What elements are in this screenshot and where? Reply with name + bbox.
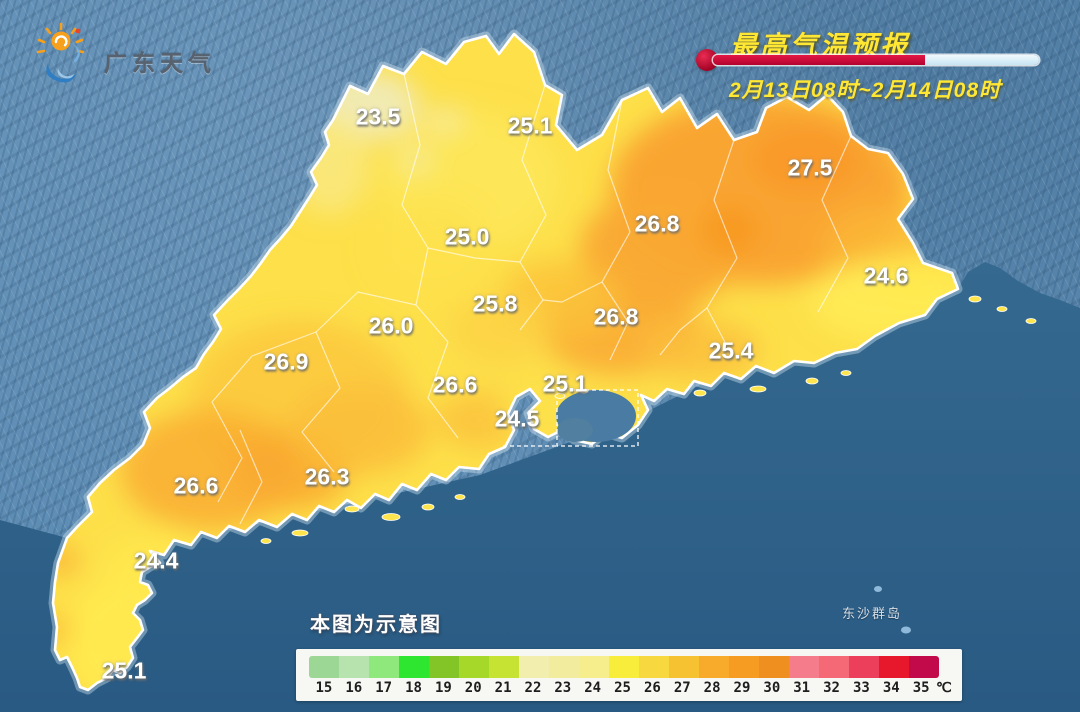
legend-tick-label: 35 xyxy=(912,680,930,696)
legend-color-cell xyxy=(519,656,549,678)
thermometer-bulb-icon xyxy=(696,49,718,71)
legend-tick-label: 18 xyxy=(405,680,422,696)
thermometer-empty xyxy=(925,55,1039,65)
legend-tick-label: 26 xyxy=(643,680,661,696)
legend-tick-label: 34 xyxy=(882,680,900,696)
hongkong-inset xyxy=(502,389,639,447)
map-disclaimer: 本图为示意图 xyxy=(310,614,442,636)
legend-tick-label: 16 xyxy=(345,680,363,696)
legend-tick-label: 30 xyxy=(763,680,781,696)
legend-tick-label: 22 xyxy=(524,680,542,696)
legend-tick-label: 20 xyxy=(464,680,482,696)
legend-color-cell xyxy=(489,656,519,678)
legend-color-cell xyxy=(729,656,759,678)
legend-color-cell xyxy=(909,656,939,678)
legend-color-cell xyxy=(339,656,369,678)
sea-area xyxy=(0,262,1080,712)
legend-tick-label: 15 xyxy=(315,680,333,696)
coastal-islands xyxy=(260,295,1037,544)
legend-tick-label: 33 xyxy=(852,680,870,696)
legend-tick-label: 17 xyxy=(375,680,393,696)
sun-typhoon-swirl-icon xyxy=(36,22,85,83)
legend-color-cell xyxy=(879,656,909,678)
thermometer-graphic xyxy=(696,48,1044,72)
legend-tick-label: 27 xyxy=(673,680,691,696)
legend-tick-label: 32 xyxy=(823,680,840,696)
legend-color-cell xyxy=(699,656,729,678)
legend-color-cell xyxy=(459,656,489,678)
thermometer-tube xyxy=(713,55,1039,65)
temperature-legend: 15 16 17 18 19 20 21 22 23 24 25 26 27 28 29 30 31 32 33 34… xyxy=(296,649,962,701)
legend-tick-label: 24 xyxy=(584,680,602,696)
legend-color-cell xyxy=(849,656,879,678)
legend-color-cell xyxy=(819,656,849,678)
legend-color-cell xyxy=(369,656,399,678)
legend-color-cell xyxy=(579,656,609,678)
legend-color-cell xyxy=(399,656,429,678)
legend-color-cell xyxy=(309,656,339,678)
legend-color-cell xyxy=(429,656,459,678)
legend-tick-label: 25 xyxy=(614,680,631,696)
thermometer-mercury xyxy=(713,55,925,65)
legend-color-cell xyxy=(639,656,669,678)
prefecture-borders xyxy=(211,73,852,525)
legend-tick-label: 23 xyxy=(554,680,572,696)
legend-tick-label: 28 xyxy=(703,680,721,696)
dongsha-island-label: 东沙群岛 xyxy=(842,606,903,621)
legend-unit-label: ℃ xyxy=(936,680,952,696)
gdweather-logo: 广东天气 xyxy=(34,22,216,90)
legend-color-cell xyxy=(669,656,699,678)
dongsha-islets xyxy=(874,586,911,634)
legend-color-cell xyxy=(789,656,819,678)
legend-tick-label: 31 xyxy=(793,680,811,696)
legend-color-cell xyxy=(549,656,579,678)
legend-ticks: 15 16 17 18 19 20 21 22 23 24 25 26 27 28 29 30 31 32 33 34… xyxy=(309,680,962,696)
forecast-period: 2月13日08时~2月14日08时 xyxy=(728,79,1002,102)
logo-text: 广东天气 xyxy=(104,50,216,76)
legend-color-cell xyxy=(759,656,789,678)
legend-tick-label: 21 xyxy=(494,680,512,696)
legend-colorbar xyxy=(309,656,962,678)
legend-tick-label: 29 xyxy=(733,680,751,696)
legend-tick-label: 19 xyxy=(434,680,452,696)
legend-color-cell xyxy=(609,656,639,678)
